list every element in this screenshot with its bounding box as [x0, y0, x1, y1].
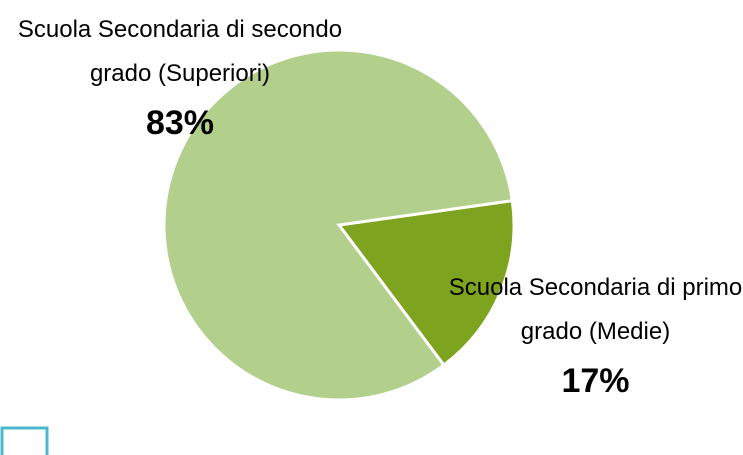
decoration-box: [0, 426, 49, 455]
slice-label: Scuola Secondaria di primo grado (Medie)…: [448, 266, 743, 408]
category-label: Scuola Secondaria di primo grado (Medie): [448, 274, 743, 345]
value-label: 17%: [561, 362, 630, 400]
pie-slice: [336, 198, 516, 368]
slice-label: Scuola Secondaria di secondo grado (Supe…: [10, 8, 350, 150]
value-label: 83%: [145, 104, 215, 142]
pie-slice: [162, 48, 514, 402]
category-label: Scuola Secondaria di secondo grado (Supe…: [17, 16, 343, 87]
